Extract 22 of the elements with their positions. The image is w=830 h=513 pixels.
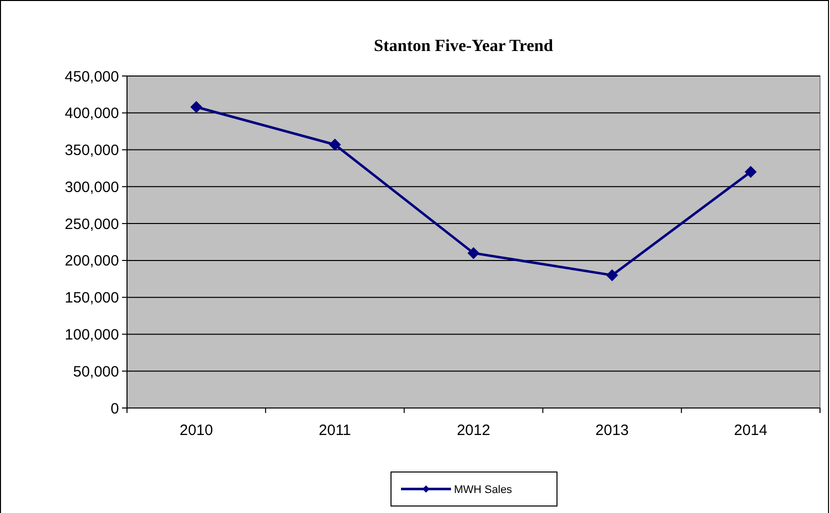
point — [744, 166, 757, 178]
point — [468, 247, 480, 260]
y-tick-label: 150,000 — [64, 290, 119, 307]
y-tick-label: 400,000 — [64, 105, 119, 122]
chart-title: Stanton Five-Year Trend — [374, 36, 554, 55]
y-tick-label: 50,000 — [73, 363, 119, 380]
x-tick-label: 2012 — [456, 422, 490, 439]
y-tick-label: 350,000 — [64, 142, 119, 160]
y-tick-label: 250,000 — [64, 216, 119, 233]
x-tick-label: 2013 — [595, 422, 629, 439]
y-tick-label: 200,000 — [64, 252, 119, 270]
x-tick-label: 2011 — [318, 422, 352, 439]
x-tick-label: 2010 — [180, 422, 213, 439]
y-tick-label: 300,000 — [64, 178, 119, 196]
x-tick-label: 2014 — [734, 422, 768, 439]
legend-label: MWH Sales — [454, 484, 513, 496]
point — [606, 269, 618, 282]
point — [328, 138, 341, 151]
y-tick-label: 100,000 — [64, 326, 119, 344]
y-tick-label: 0 — [110, 400, 119, 418]
y-tick-label: 450,000 — [64, 68, 119, 86]
point — [190, 100, 202, 113]
